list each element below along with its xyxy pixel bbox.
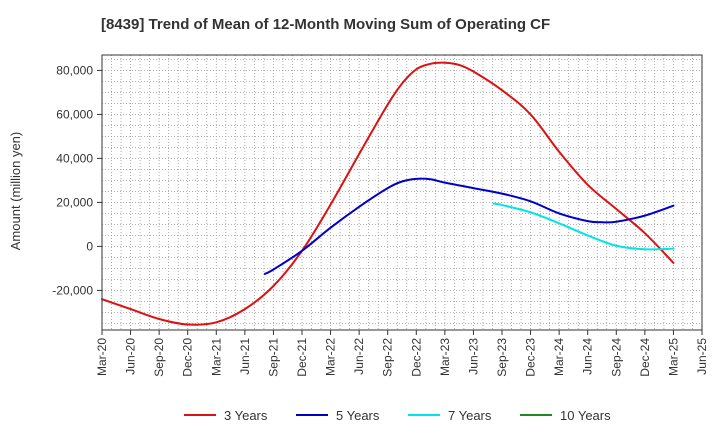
x-tick-label: Sep-21 [266,338,280,377]
x-tick-label: Jun-25 [695,338,709,375]
x-tick-label: Jun-23 [466,338,480,375]
x-tick-label: Mar-25 [666,338,680,376]
x-tick-label: Dec-24 [638,338,652,377]
y-axis-label: Amount (million yen) [8,132,23,251]
y-tick-label: 80,000 [56,63,93,77]
grid [101,55,703,330]
y-tick-label: 60,000 [56,107,93,121]
y-tick-label: 0 [86,239,93,253]
y-tick-label: 20,000 [56,195,93,209]
x-tick-label: Dec-21 [295,338,309,377]
series-line-3-years [101,61,675,326]
plot-area [101,54,703,331]
x-tick-label: Jun-20 [124,338,138,375]
x-tick-label: Mar-21 [209,338,223,376]
legend-label-5-years: 5 Years [336,408,380,423]
legend-label-10-years: 10 Years [560,408,611,423]
x-tick-label: Dec-22 [409,338,423,377]
series-layer [101,61,675,326]
plot-background [102,55,702,330]
y-tick-label: 40,000 [56,151,93,165]
series-line-7-years [492,202,675,251]
x-axis-ticks: Mar-20 Jun-20 Sep-20 Dec-20 Mar-21 Jun-21 Sep-… [95,330,709,377]
series-line-5-years [263,177,675,275]
x-tick-label: Jun-22 [352,338,366,375]
y-axis-ticks: 80,000 60,000 40,000 20,000 0 -20,000 [52,63,102,297]
x-tick-label: Jun-21 [238,338,252,375]
x-tick-label: Jun-24 [581,338,595,375]
legend: 3 Years 5 Years 7 Years 10 Years [184,408,611,423]
x-tick-label: Dec-20 [181,338,195,377]
x-tick-label: Dec-23 [524,338,538,377]
x-tick-label: Sep-22 [381,338,395,377]
chart-title: [8439] Trend of Mean of 12-Month Moving … [101,16,550,33]
x-tick-label: Sep-23 [495,338,509,377]
x-tick-label: Sep-24 [609,338,623,377]
x-tick-label: Sep-20 [152,338,166,377]
x-tick-label: Mar-22 [324,338,338,376]
y-tick-label: -20,000 [52,283,93,297]
x-tick-label: Mar-23 [438,338,452,376]
plot-frame [101,54,703,331]
legend-label-3-years: 3 Years [224,408,268,423]
legend-label-7-years: 7 Years [448,408,492,423]
x-tick-label: Mar-24 [552,338,566,376]
x-tick-label: Mar-20 [95,338,109,376]
